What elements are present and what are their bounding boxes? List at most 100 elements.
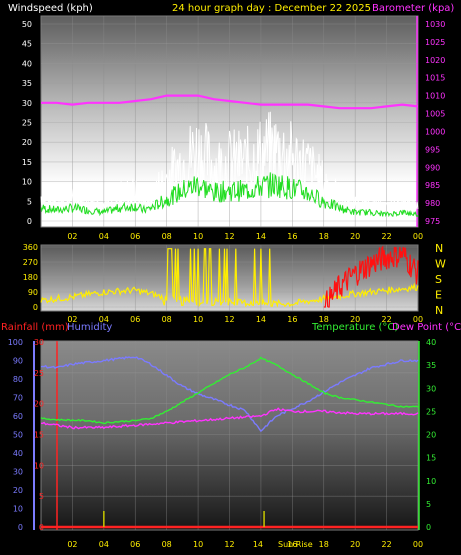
- direction-x-tick: 14: [256, 315, 266, 324]
- rain-axis-label: Rainfall (mm): [1, 322, 69, 333]
- barometer-y-tick: 995: [425, 145, 440, 154]
- direction-y-tick: 90: [28, 288, 38, 297]
- climate-x-tick: 16: [287, 540, 297, 549]
- wind-x-tick: 02: [67, 232, 77, 241]
- chart-title: 24 hour graph day : December 22 2025: [172, 3, 371, 14]
- rain-y-tick: 25: [34, 369, 44, 378]
- direction-x-tick: 10: [193, 315, 203, 324]
- humidity-y-tick: 60: [13, 412, 23, 421]
- temperature-line: [40, 356, 419, 425]
- barometer-y-tick: 1020: [425, 56, 445, 65]
- climate-x-tick: 00: [413, 540, 423, 549]
- humidity-y-tick: 10: [13, 505, 23, 514]
- wind-x-tick: 06: [130, 232, 140, 241]
- humidity-y-tick: 30: [13, 468, 23, 477]
- climate-x-tick: 12: [224, 540, 234, 549]
- temperature-y-tick: 30: [426, 384, 436, 393]
- wind-x-tick: 10: [193, 232, 203, 241]
- wind-x-tick: 08: [162, 232, 172, 241]
- temperature-y-tick: 40: [426, 338, 436, 347]
- wind-average-line: [40, 172, 419, 218]
- compass-label: E: [435, 289, 442, 302]
- wind-y-tick: 45: [22, 40, 32, 49]
- compass-label: N: [435, 242, 443, 255]
- barometer-y-tick: 1030: [425, 20, 445, 29]
- direction-x-tick: 18: [319, 315, 329, 324]
- humidity-y-tick: 40: [13, 449, 23, 458]
- climate-x-tick: 20: [350, 540, 360, 549]
- barometer-y-tick: 975: [425, 217, 440, 226]
- climate-x-tick: 10: [193, 540, 203, 549]
- humidity-y-tick: 100: [8, 338, 23, 347]
- compass-label: W: [435, 258, 446, 271]
- wind-y-tick: 40: [22, 59, 32, 68]
- climate-x-tick: 22: [381, 540, 391, 549]
- wind-y-tick: 15: [22, 158, 32, 167]
- wind-x-tick: 14: [256, 232, 266, 241]
- compass-label: S: [435, 273, 442, 286]
- rain-y-tick: 5: [39, 492, 44, 501]
- humidity-y-tick: 90: [13, 357, 23, 366]
- wind-y-tick: 50: [22, 20, 32, 29]
- direction-x-tick: 00: [413, 315, 423, 324]
- barometer-y-tick: 1025: [425, 38, 445, 47]
- direction-line-high: [323, 245, 419, 308]
- barometer-y-tick: 990: [425, 163, 440, 172]
- climate-x-tick: 04: [99, 540, 109, 549]
- direction-x-tick: 16: [287, 315, 297, 324]
- barometer-line: [41, 94, 419, 110]
- wind-axis-label: Windspeed (kph): [8, 3, 93, 14]
- barometer-y-tick: 985: [425, 181, 440, 190]
- wind-x-tick: 18: [319, 232, 329, 241]
- climate-x-tick: 14: [253, 540, 263, 549]
- temperature-y-tick: 0: [426, 523, 431, 532]
- wind-y-tick: 20: [22, 138, 32, 147]
- rain-y-tick: 20: [34, 400, 44, 409]
- temperature-y-tick: 10: [426, 477, 436, 486]
- direction-x-tick: 04: [99, 315, 109, 324]
- humidity-axis-label: Humidity: [67, 322, 112, 333]
- direction-x-tick: 02: [67, 315, 77, 324]
- wind-y-tick: 10: [22, 178, 32, 187]
- rain-y-tick: 10: [34, 461, 44, 470]
- barometer-y-tick: 1005: [425, 110, 445, 119]
- wind-x-tick: 12: [224, 232, 234, 241]
- wind-x-tick: 16: [287, 232, 297, 241]
- sunrise-label: Sun Rise: [278, 540, 313, 549]
- wind-x-tick: 22: [381, 232, 391, 241]
- direction-y-tick: 360: [23, 243, 38, 252]
- temperature-y-tick: 25: [426, 407, 436, 416]
- temperature-y-tick: 20: [426, 431, 436, 440]
- humidity-y-tick: 20: [13, 486, 23, 495]
- direction-x-tick: 20: [350, 315, 360, 324]
- climate-x-tick: 18: [319, 540, 329, 549]
- wind-y-tick: 30: [22, 99, 32, 108]
- humidity-line: [40, 356, 419, 433]
- wind-y-tick: 25: [22, 119, 32, 128]
- direction-x-tick: 12: [224, 315, 234, 324]
- rain-y-tick: 15: [34, 431, 44, 440]
- temperature-y-tick: 35: [426, 361, 436, 370]
- wind-y-tick: 5: [27, 197, 32, 206]
- wind-y-tick: 35: [22, 79, 32, 88]
- direction-x-tick: 08: [162, 315, 172, 324]
- direction-y-tick: 270: [23, 258, 38, 267]
- humidity-y-tick: 80: [13, 375, 23, 384]
- direction-line-low: [40, 248, 419, 308]
- wind-y-tick: 0: [27, 217, 32, 226]
- barometer-y-tick: 1015: [425, 74, 445, 83]
- humidity-y-tick: 50: [13, 431, 23, 440]
- wind-gust-line: [40, 111, 419, 216]
- barometer-y-tick: 1000: [425, 127, 445, 136]
- rain-y-tick: 30: [34, 338, 44, 347]
- climate-x-tick: 02: [67, 540, 77, 549]
- climate-x-tick: 06: [130, 540, 140, 549]
- direction-x-tick: 06: [130, 315, 140, 324]
- humidity-y-tick: 70: [13, 394, 23, 403]
- wind-x-tick: 04: [99, 232, 109, 241]
- barometer-axis-label: Barometer (kpa): [372, 3, 454, 14]
- wind-x-tick: 00: [413, 232, 423, 241]
- temperature-y-tick: 15: [426, 454, 436, 463]
- temperature-y-tick: 5: [426, 500, 431, 509]
